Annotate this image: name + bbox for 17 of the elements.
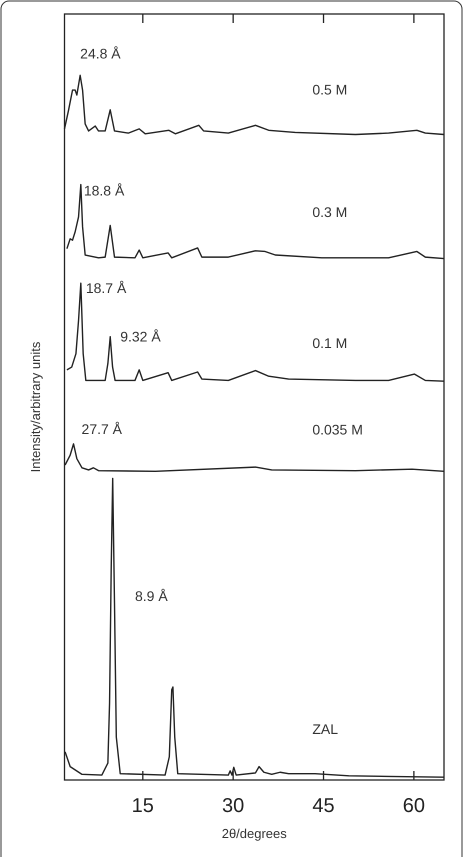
text: ZAL [312, 721, 338, 738]
text: 0.035 M [312, 422, 363, 438]
x-tick-label: 45 [312, 795, 335, 817]
text: 0.3 M [312, 204, 348, 220]
annotation: 18.8 Å [84, 182, 125, 199]
x-tick-label: 15 [132, 795, 154, 817]
x-tick-label: 60 [402, 795, 426, 817]
x-axis-title: 2θ/degrees [222, 826, 288, 841]
text: 0.1 M [312, 335, 348, 352]
y-axis-title: Intensity/arbitrary units [28, 341, 43, 472]
text: 0.5 M [312, 81, 348, 98]
x-tick-label: 30 [222, 795, 244, 817]
annotation: 8.9 Å [135, 588, 168, 604]
annotation: 27.7 Å [82, 420, 123, 437]
annotation: 18.7 Å [86, 280, 127, 296]
annotation: 24.8 Å [80, 45, 122, 62]
annotation: 9.32 Å [120, 328, 162, 345]
